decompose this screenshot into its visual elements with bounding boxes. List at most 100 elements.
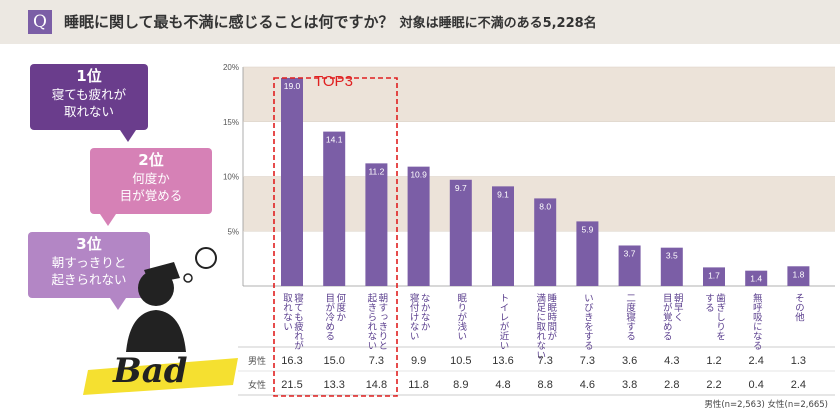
y-tick-label: 5% — [227, 227, 239, 236]
table-cell: 13.6 — [492, 355, 513, 367]
logo-text: Bad — [112, 351, 188, 391]
rank-bubble-3: 3位 朝すっきりと 起きられない — [28, 232, 150, 298]
table-cell: 1.2 — [706, 355, 721, 367]
table-cell: 2.8 — [664, 379, 679, 391]
category-label: 朝早く — [672, 293, 684, 322]
rank-text-line2: 起きられない — [51, 272, 127, 287]
bar — [660, 247, 683, 286]
bubble-tail — [110, 298, 126, 310]
table-cell: 13.3 — [323, 379, 344, 391]
rank-text-line1: 寝ても疲れが — [51, 87, 127, 102]
bar-value-label: 3.7 — [624, 248, 636, 258]
bar-series: 19.0 14.1 11.2 10.9 9.7 9.1 8.0 5.9 3.7 3.5 1.7 1.4… — [281, 77, 810, 286]
table-cell: 21.5 — [281, 379, 302, 391]
category-label: 朝すっきりと — [376, 293, 388, 350]
category-label: 二度寝する — [624, 293, 636, 341]
bar — [281, 77, 303, 286]
table-cell: 11.8 — [408, 379, 429, 391]
table-cell: 4.6 — [580, 379, 595, 391]
table-cell: 2.4 — [791, 379, 806, 391]
category-label: なかなか — [419, 293, 431, 331]
thought-dot-icon — [183, 273, 193, 283]
title-subtitle: 対象は睡眠に不満のある5,228名 — [399, 16, 597, 31]
bar — [449, 179, 472, 286]
category-label: 満足に取れない — [534, 293, 546, 360]
table-cell: 7.3 — [538, 355, 553, 367]
table-cell: 0.4 — [749, 379, 764, 391]
table-cell: 4.8 — [495, 379, 510, 391]
bar-value-label: 14.1 — [326, 135, 343, 145]
chart-footnote: 男性(n=2,563) 女性(n=2,665) — [704, 400, 828, 410]
rank-label: 2位 — [138, 151, 164, 169]
bar — [703, 267, 725, 286]
bar — [407, 166, 430, 286]
bar-value-label: 9.7 — [455, 183, 467, 193]
rank-label: 1位 — [76, 67, 102, 85]
table-cell: 8.8 — [538, 379, 553, 391]
bar — [576, 221, 599, 286]
bar — [787, 266, 810, 286]
bar-value-label: 1.7 — [708, 270, 720, 280]
bar-value-label: 8.0 — [539, 201, 551, 211]
rank-text-line2: 取れない — [63, 104, 114, 119]
category-label: 取れない — [281, 293, 293, 331]
category-label: 無呼吸になる — [751, 292, 763, 350]
table-cell: 7.3 — [580, 355, 595, 367]
table-cell: 3.6 — [622, 355, 637, 367]
category-label: 寝付けない — [408, 292, 420, 340]
nightcap-icon — [144, 262, 180, 284]
bar — [534, 198, 557, 286]
y-tick-label: 10% — [223, 173, 239, 182]
chart-title: 睡眠に関して最も不満に感じることは何ですか？ 対象は睡眠に不満のある5,228名 — [64, 11, 597, 32]
category-label: 目が覚める — [661, 293, 673, 341]
table-cell: 1.3 — [791, 355, 806, 367]
person-body-icon — [126, 310, 186, 352]
bubble-tail — [100, 214, 116, 226]
table-cell: 9.9 — [411, 355, 426, 367]
category-label: 寝ても疲れが — [292, 292, 304, 350]
question-icon: Q — [28, 10, 52, 34]
category-label: 歯ぎしりを — [714, 292, 726, 340]
bar-value-label: 5.9 — [581, 224, 593, 234]
bar — [365, 163, 388, 286]
y-tick-label: 15% — [223, 118, 239, 127]
bar — [618, 245, 641, 286]
table-cell: 15.0 — [323, 355, 344, 367]
category-label: トイレが近い — [498, 293, 510, 350]
category-label: する — [703, 293, 715, 312]
category-label: その他 — [793, 293, 805, 322]
table-cell: 10.5 — [450, 355, 471, 367]
bar-value-label: 1.8 — [792, 269, 804, 279]
rank-text-line1: 何度か — [132, 171, 170, 186]
bar — [323, 131, 346, 286]
table-row-label: 男性 — [248, 355, 266, 367]
bar — [745, 270, 768, 286]
rank-text-line2: 目が覚める — [119, 188, 183, 203]
bar-value-label: 11.2 — [368, 166, 384, 176]
top3-highlight: TOP3 — [273, 73, 398, 397]
bar-value-label: 10.9 — [410, 170, 427, 180]
gender-table: 男性 16.3 15.0 7.3 9.9 10.5 13.6 7.3 7.3 3.6 4.3 1.2 2… — [238, 346, 835, 396]
header-bar: Q 睡眠に関して最も不満に感じることは何ですか？ 対象は睡眠に不満のある5,228… — [0, 0, 840, 44]
bar-value-label: 3.5 — [666, 251, 678, 261]
table-cell: 8.9 — [453, 379, 468, 391]
table-cell: 16.3 — [281, 355, 302, 367]
logo-banner — [83, 358, 238, 395]
y-tick-label: 20% — [223, 63, 239, 72]
top3-box — [273, 77, 398, 397]
bad-sleep-logo: Bad — [83, 247, 238, 395]
rank-bubble-1: 1位 寝ても疲れが 取れない — [30, 64, 148, 130]
category-label: 眠りが浅い — [455, 293, 467, 341]
category-label: いびきをする — [582, 293, 594, 350]
category-label: 何度か — [334, 292, 346, 321]
bar — [492, 186, 514, 286]
table-cell: 3.8 — [622, 379, 637, 391]
y-axis-ticks: 20% 15% 10% 5% — [223, 63, 239, 236]
chart-band — [243, 67, 835, 122]
top3-label: TOP3 — [314, 73, 353, 90]
category-label: 起きられない — [365, 293, 377, 350]
category-label: 睡眠時間が — [545, 292, 557, 340]
table-cell: 14.8 — [366, 379, 387, 391]
